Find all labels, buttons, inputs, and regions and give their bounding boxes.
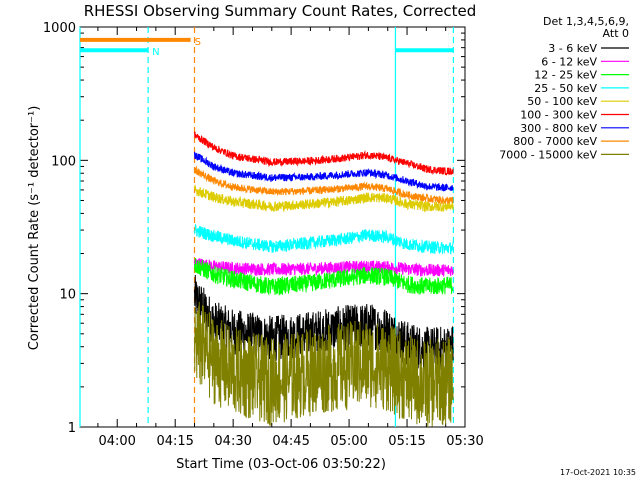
series-line bbox=[194, 165, 454, 205]
chart-title: RHESSI Observing Summary Count Rates, Co… bbox=[84, 2, 477, 20]
y-axis-label: Corrected Count Rate (s⁻¹ detector⁻¹) bbox=[27, 106, 42, 351]
series-line bbox=[194, 223, 454, 255]
plot-area: 1 10 100 1000 04:00 04:15 04:30 04:45 05:00 05:15… bbox=[43, 21, 484, 449]
x-tick-label: 05:00 bbox=[330, 434, 367, 449]
footer-timestamp: 17-Oct-2021 10:35 bbox=[560, 468, 636, 477]
legend-label: 7000 - 15000 keV bbox=[499, 148, 597, 161]
y-tick-label: 10 bbox=[59, 288, 76, 303]
x-tick-label: 04:00 bbox=[98, 434, 135, 449]
series-line bbox=[194, 258, 454, 277]
flag-label: S bbox=[195, 37, 201, 48]
x-tick-label: 04:30 bbox=[214, 434, 251, 449]
legend-label: 100 - 300 keV bbox=[520, 109, 597, 122]
series-line bbox=[194, 274, 454, 372]
x-tick-label: 05:15 bbox=[388, 434, 425, 449]
legend-label: 50 - 100 keV bbox=[527, 95, 597, 108]
legend-label: 3 - 6 keV bbox=[548, 42, 597, 55]
x-tick-label: 05:30 bbox=[446, 434, 483, 449]
x-tick-label: 04:45 bbox=[272, 434, 309, 449]
legend-header-line-1: Det 1,3,4,5,6,9, bbox=[543, 15, 629, 28]
series-line bbox=[194, 257, 454, 296]
flag-label: N bbox=[152, 47, 159, 58]
y-tick-label: 1 bbox=[68, 421, 76, 436]
legend-label: 25 - 50 keV bbox=[534, 82, 597, 95]
y-tick-label: 1000 bbox=[43, 21, 76, 36]
series-line bbox=[194, 301, 454, 428]
legend-label: 800 - 7000 keV bbox=[513, 135, 597, 148]
legend-label: 6 - 12 keV bbox=[541, 55, 597, 68]
y-tick-label: 100 bbox=[51, 154, 76, 169]
legend-header-line-2: Att 0 bbox=[603, 27, 629, 40]
legend-label: 12 - 25 keV bbox=[534, 69, 597, 82]
series-line bbox=[194, 184, 454, 213]
series-line bbox=[194, 131, 454, 176]
legend-label: 300 - 800 keV bbox=[520, 122, 597, 135]
x-tick-label: 04:15 bbox=[156, 434, 193, 449]
series-line bbox=[194, 151, 454, 192]
x-axis-label: Start Time (03-Oct-06 03:50:22) bbox=[176, 457, 386, 472]
